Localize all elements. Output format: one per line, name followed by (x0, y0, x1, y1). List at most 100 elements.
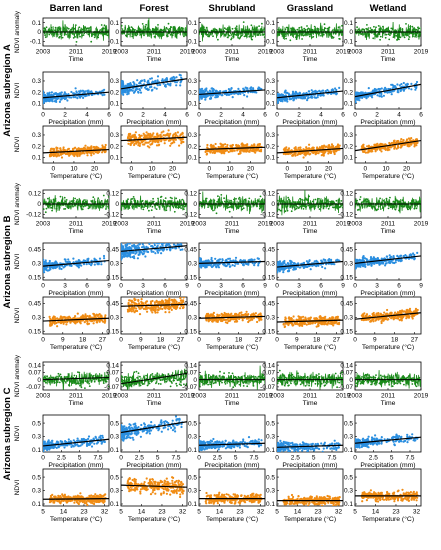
anomaly-point (199, 208, 200, 210)
precip-point (142, 249, 145, 253)
anomaly-point (340, 29, 343, 32)
temp-point (380, 150, 383, 153)
anomaly-point (313, 25, 316, 28)
precip-point (83, 91, 86, 94)
anomaly-point (261, 22, 263, 25)
anomaly-point (173, 210, 176, 213)
precip-point (218, 93, 222, 96)
temp-point (60, 156, 64, 159)
anomaly-point (93, 36, 96, 39)
anomaly-point (263, 201, 265, 204)
precip-point (334, 87, 337, 90)
precip-point (388, 91, 391, 94)
anomaly-point (75, 41, 78, 43)
precip-point (380, 87, 383, 90)
anomaly-point (337, 26, 340, 29)
anomaly-point (139, 33, 142, 36)
anomaly-point (130, 198, 133, 200)
anomaly-point (378, 201, 381, 203)
precip-point (67, 258, 70, 261)
temp-trend-line (277, 147, 343, 154)
anomaly-point (384, 204, 387, 207)
x-tick-label: 2 (297, 112, 301, 119)
temp-point (139, 134, 142, 138)
anomaly-point (341, 206, 343, 209)
precip-point (243, 94, 246, 97)
anomaly-point (131, 35, 134, 38)
anomaly-point (311, 28, 314, 31)
anomaly-point (296, 28, 299, 31)
temp-point (157, 134, 160, 137)
precip-point (356, 96, 359, 99)
anomaly-point (69, 32, 72, 34)
anomaly-point (76, 199, 79, 201)
x-axis-label: Time (147, 228, 162, 235)
anomaly-point (290, 210, 293, 213)
anomaly-point (89, 26, 92, 29)
temp-point (180, 140, 183, 143)
anomaly-point (308, 33, 310, 36)
precip-point (121, 85, 124, 88)
temp-point (330, 143, 334, 146)
anomaly-point (146, 27, 149, 29)
anomaly-point (323, 23, 326, 26)
precip-point (233, 264, 236, 267)
plot-area (355, 195, 421, 214)
precip-point (179, 84, 182, 87)
precip-point (64, 260, 67, 263)
x-tick-label: 9 (341, 283, 345, 290)
temp-point (76, 151, 79, 154)
temp-point (405, 138, 409, 141)
anomaly-point (88, 27, 90, 29)
precip-point (283, 91, 286, 94)
plot-area (277, 86, 343, 104)
anomaly-point (218, 202, 221, 204)
anomaly-point (235, 197, 237, 200)
temp-point (127, 142, 130, 145)
y-tick-label: 0.45 (184, 247, 197, 254)
precip-point (252, 87, 255, 90)
temp-point (169, 144, 172, 147)
anomaly-point (221, 32, 224, 35)
y-tick-label: 0.1 (266, 20, 275, 27)
anomaly-point (67, 27, 70, 30)
y-tick-label: 0.2 (32, 143, 41, 150)
x-tick-label: 4 (397, 112, 401, 119)
temp-point (206, 143, 209, 147)
anomaly-point (254, 28, 256, 30)
temp-point (77, 147, 80, 150)
precip-point (203, 264, 206, 267)
row-ylabel-1: NDVI (14, 83, 21, 99)
anomaly-point (122, 205, 124, 207)
anomaly-point (80, 207, 83, 210)
temp-point (376, 142, 379, 145)
x-axis-label: Precipitation (mm) (204, 290, 259, 297)
x-axis-label: Precipitation (mm) (282, 290, 337, 297)
temp-point (219, 142, 222, 145)
precip-point (121, 256, 124, 259)
anomaly-point (73, 27, 76, 30)
x-tick-label: 4 (319, 112, 323, 119)
anomaly-point (143, 28, 146, 31)
precip-point (279, 97, 282, 100)
temp-point (149, 143, 152, 146)
anomaly-point (212, 35, 214, 38)
precip-point (326, 88, 329, 92)
precip-point (229, 265, 232, 268)
anomaly-point (398, 209, 400, 212)
precip-point (284, 89, 287, 92)
temp-point (162, 130, 165, 133)
precip-point (70, 90, 73, 94)
temp-point (66, 148, 69, 152)
anomaly-point (44, 36, 47, 39)
anomaly-point (100, 32, 102, 35)
temp-point (282, 152, 285, 155)
anomaly-point (199, 204, 201, 207)
temp-point (376, 148, 379, 151)
precip-point (124, 244, 127, 247)
